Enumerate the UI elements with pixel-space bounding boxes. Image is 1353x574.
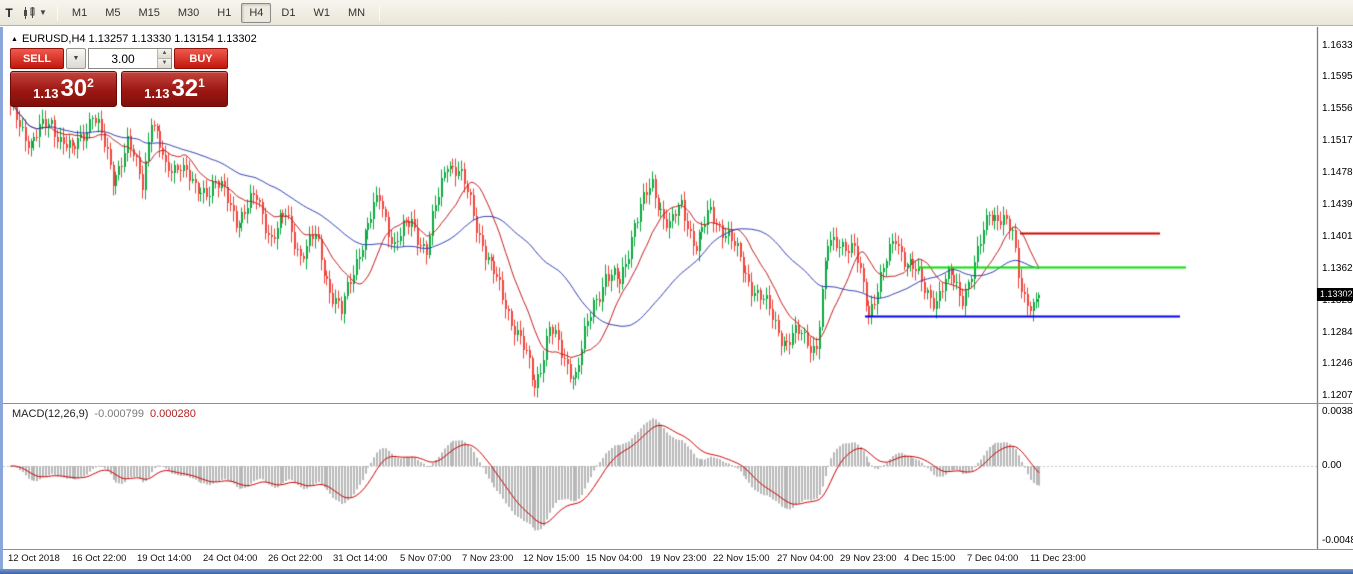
timeframe-button-m30[interactable]: M30 — [177, 6, 200, 19]
current-price-value: 1.13302 — [1320, 288, 1353, 299]
one-click-trading-panel: SELL ▼ ▲ ▼ BUY 1.13 30 2 — [10, 48, 230, 107]
ask-pip-digit: 1 — [198, 76, 205, 90]
buy-button[interactable]: BUY — [174, 48, 228, 69]
macd-signal-value: 0.000280 — [149, 408, 196, 420]
current-price-badge: 1.13302 — [1317, 287, 1353, 301]
timeframe-button-mn[interactable]: MN — [347, 6, 366, 19]
price-axis-label: 1.13620 — [1322, 262, 1353, 274]
price-axis-label: 1.12460 — [1322, 357, 1353, 369]
macd-canvas[interactable] — [3, 404, 1353, 549]
price-axis-label: 1.13230 — [1322, 294, 1353, 306]
time-axis-label: 4 Dec 15:00 — [904, 553, 956, 564]
time-axis-label: 7 Nov 23:00 — [462, 553, 514, 564]
time-axis-label: 12 Oct 2018 — [8, 553, 60, 564]
candlestick-chart-icon — [24, 6, 35, 19]
time-axis-label: 29 Nov 23:00 — [840, 553, 897, 564]
price-axis-label: 1.12070 — [1322, 390, 1353, 401]
toolbar-separator — [56, 4, 58, 21]
price-axis-label: 1.16330 — [1322, 40, 1353, 51]
stepper-up-icon[interactable]: ▲ — [158, 49, 171, 59]
price-axis-label: 1.14390 — [1322, 199, 1353, 211]
bid-prefix: 1.13 — [33, 86, 59, 101]
volume-box: ▲ ▼ — [88, 48, 172, 69]
time-axis-label: 26 Oct 22:00 — [268, 553, 323, 564]
time-axis-label: 5 Nov 07:00 — [400, 553, 452, 564]
macd-pane: MACD(12,26,9) -0.000799 0.000280 0.00384… — [3, 404, 1353, 549]
sell-button[interactable]: SELL — [10, 48, 64, 69]
chevron-down-icon: ▼ — [39, 8, 47, 17]
macd-axis-label: -0.004856 — [1322, 535, 1353, 546]
price-chart-canvas[interactable] — [3, 27, 1353, 403]
stepper-down-icon[interactable]: ▼ — [158, 59, 171, 68]
time-axis-label: 27 Nov 04:00 — [777, 553, 834, 564]
timeframe-button-h1[interactable]: H1 — [217, 6, 232, 19]
chart-title: EURUSD,H4 1.13257 1.13330 1.13154 1.1330… — [21, 33, 257, 45]
toolbar-separator — [379, 4, 381, 21]
bid-pip-digit: 2 — [87, 76, 94, 90]
time-axis-label: 19 Nov 23:00 — [650, 553, 707, 564]
time-axis-label: 24 Oct 04:00 — [203, 553, 258, 564]
toolbar: T ▼ M1 M5 M15 M30 H1 H4 D1 W1 MN — [0, 0, 1353, 26]
t-icon: T — [5, 5, 13, 20]
time-axis[interactable]: 12 Oct 2018 16 Oct 22:00 19 Oct 14:00 24 Oc… — [3, 550, 1353, 569]
time-axis-label: 19 Oct 14:00 — [137, 553, 192, 564]
timeframe-button-h4[interactable]: H4 — [241, 2, 272, 23]
price-axis-label: 1.14780 — [1322, 167, 1353, 179]
timeframe-button-m15[interactable]: M15 — [138, 6, 160, 19]
chevron-down-icon: ▼ — [72, 55, 80, 62]
panel-separator[interactable] — [3, 549, 1353, 550]
macd-axis-label: 0.00 — [1322, 460, 1342, 471]
sell-price-button[interactable]: 1.13 30 2 — [10, 71, 117, 107]
price-pane: ▲ EURUSD,H4 1.13257 1.13330 1.13154 1.13… — [3, 27, 1353, 403]
macd-axis-label: 0.003847 — [1322, 406, 1353, 417]
chart-marker-icon: ▲ — [11, 35, 18, 43]
price-axis-label: 1.15170 — [1322, 135, 1353, 147]
volume-dropdown-button[interactable]: ▼ — [66, 48, 86, 69]
buy-price-button[interactable]: 1.13 32 1 — [121, 71, 228, 107]
chart-title-row: ▲ EURUSD,H4 1.13257 1.13330 1.13154 1.13… — [11, 33, 257, 45]
volume-input[interactable] — [89, 49, 157, 68]
timeframe-button-d1[interactable]: D1 — [281, 6, 296, 19]
macd-indicator-name: MACD(12,26,9) — [12, 408, 89, 420]
time-axis-label: 15 Nov 04:00 — [586, 553, 643, 564]
time-axis-label: 12 Nov 15:00 — [523, 553, 580, 564]
chart-type-button[interactable]: ▼ — [19, 3, 51, 23]
bid-big-digits: 30 — [60, 75, 88, 102]
time-axis-label: 16 Oct 22:00 — [72, 553, 127, 564]
macd-label-row: MACD(12,26,9) -0.000799 0.000280 — [12, 408, 196, 420]
window-frame-left — [0, 27, 3, 569]
window-frame-bottom — [0, 569, 1353, 574]
price-axis-label: 1.14010 — [1322, 230, 1353, 242]
timeframe-button-w1[interactable]: W1 — [313, 6, 330, 19]
timeframe-button-m5[interactable]: M5 — [105, 6, 121, 19]
time-axis-label: 22 Nov 15:00 — [713, 553, 770, 564]
panel-separator[interactable] — [3, 403, 1353, 404]
price-axis-label: 1.15950 — [1322, 71, 1353, 83]
timeframe-button-m1[interactable]: M1 — [71, 6, 88, 19]
ask-prefix: 1.13 — [144, 86, 170, 101]
time-axis-label: 11 Dec 23:00 — [1030, 553, 1086, 564]
volume-stepper: ▲ ▼ — [157, 49, 171, 68]
time-axis-label: 7 Dec 04:00 — [967, 553, 1019, 564]
time-axis-label: 31 Oct 14:00 — [333, 553, 388, 564]
macd-value: -0.000799 — [94, 408, 144, 420]
ask-big-digits: 32 — [171, 75, 199, 102]
price-axis-label: 1.15560 — [1322, 103, 1353, 115]
timeframe-bar: M1 M5 M15 M30 H1 H4 D1 W1 MN — [63, 2, 374, 23]
toolbar-button-t[interactable]: T — [1, 3, 17, 23]
price-axis-label: 1.12840 — [1322, 326, 1353, 338]
